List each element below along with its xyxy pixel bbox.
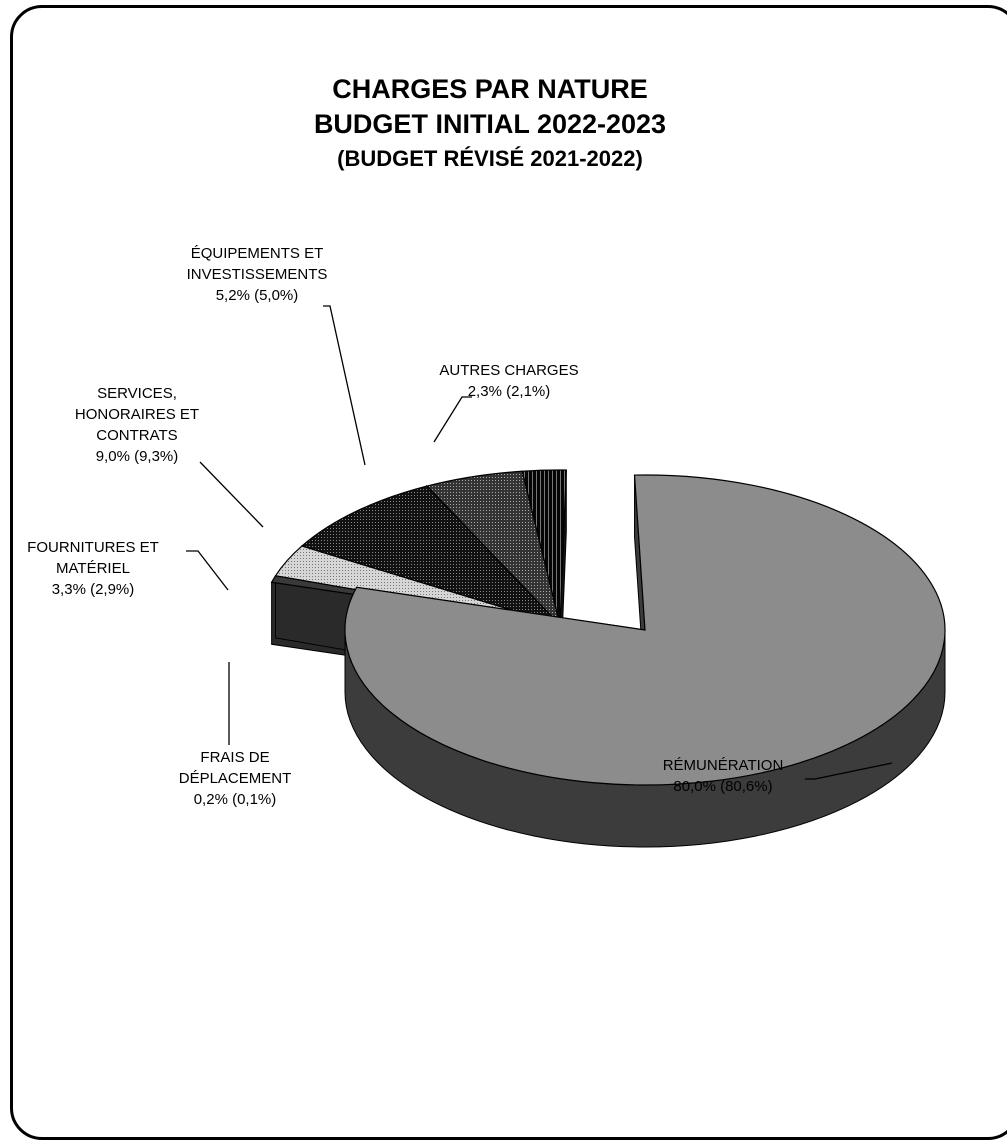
slice-label: SERVICES, — [97, 385, 177, 402]
slice-label: CONTRATS — [96, 427, 177, 444]
slice-label: DÉPLACEMENT — [179, 770, 292, 787]
leader-line — [199, 461, 264, 528]
slice-label: FOURNITURES ET — [27, 539, 159, 556]
leader-line — [186, 550, 229, 591]
slice-label: HONORAIRES ET — [75, 406, 199, 423]
leader-line — [805, 762, 893, 780]
slice-label: AUTRES CHARGES — [439, 362, 578, 379]
slice-label: MATÉRIEL — [56, 560, 130, 577]
pie-slice-0 — [344, 474, 946, 848]
chart-title-line-2: BUDGET INITIAL 2022-2023 — [313, 109, 667, 139]
chart-title-line-3: (BUDGET RÉVISÉ 2021-2022) — [337, 146, 643, 171]
slice-label: ÉQUIPEMENTS ET — [191, 245, 324, 262]
slice-label: INVESTISSEMENTS — [187, 266, 328, 283]
leader-line — [433, 396, 472, 443]
pie-slice-top — [300, 485, 563, 627]
leader-line — [323, 305, 366, 466]
slice-label: FRAIS DE — [200, 749, 269, 766]
pie-slice-top — [344, 474, 946, 786]
slice-label: RÉMUNÉRATION — [663, 757, 784, 774]
slice-value-label: 2,3% (2,1%) — [468, 383, 551, 400]
slice-value-label: 80,0% (80,6%) — [673, 778, 772, 795]
slice-value-label: 3,3% (2,9%) — [52, 581, 135, 598]
chart-title-line-1: CHARGES PAR NATURE — [332, 74, 648, 104]
slice-value-label: 5,2% (5,0%) — [216, 287, 299, 304]
slice-value-label: 0,2% (0,1%) — [194, 791, 277, 808]
slice-value-label: 9,0% (9,3%) — [96, 448, 179, 465]
